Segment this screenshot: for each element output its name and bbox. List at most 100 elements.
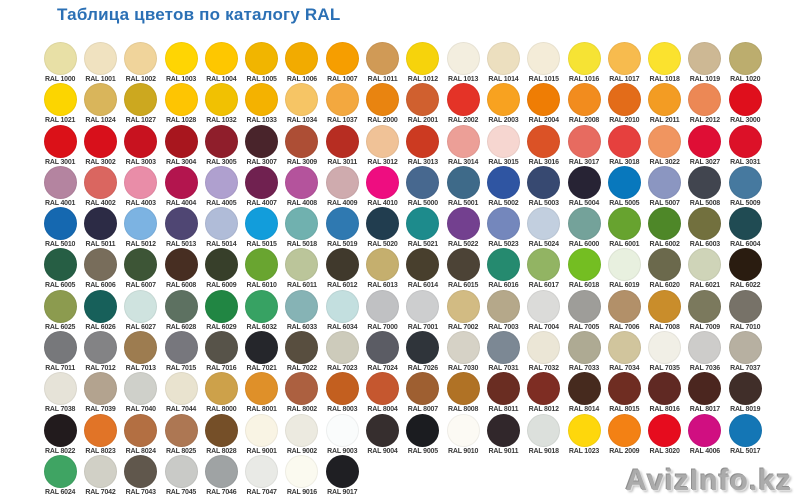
ral-code-label: RAL 3012 <box>367 158 398 166</box>
ral-swatch-ral-8014: RAL 8014 <box>564 372 604 413</box>
color-circle <box>366 248 400 282</box>
ral-swatch-ral-1023: RAL 1023 <box>564 413 604 455</box>
color-circle <box>124 165 158 199</box>
ral-code-label: RAL 6006 <box>85 282 116 290</box>
ral-code-label: RAL 7004 <box>528 323 559 331</box>
ral-swatch-ral-5002: RAL 5002 <box>483 165 523 207</box>
ral-swatch-ral-5000: RAL 5000 <box>403 165 443 207</box>
ral-swatch-ral-1000: RAL 1000 <box>40 42 80 83</box>
color-circle <box>325 413 359 447</box>
ral-code-label: RAL 1034 <box>286 117 318 125</box>
ral-code-label: RAL 7015 <box>165 365 197 373</box>
ral-swatch-ral-9018: RAL 9018 <box>524 413 564 455</box>
color-circle <box>567 165 601 199</box>
color-circle <box>486 413 520 447</box>
color-circle <box>83 42 117 75</box>
ral-swatch-ral-1006: RAL 1006 <box>282 42 322 83</box>
color-circle <box>164 248 198 282</box>
ral-code-label: RAL 6018 <box>568 282 600 290</box>
ral-swatch-ral-9016: RAL 9016 <box>282 454 322 496</box>
ral-code-label: RAL 7002 <box>448 323 479 331</box>
ral-code-label: RAL 9018 <box>528 447 559 455</box>
color-circle <box>446 248 480 282</box>
color-circle <box>567 331 601 365</box>
ral-swatch-ral-4010: RAL 4010 <box>362 165 402 207</box>
color-circle <box>728 413 762 447</box>
color-circle <box>688 83 722 117</box>
color-circle <box>728 372 762 406</box>
color-circle <box>688 124 722 158</box>
color-circle <box>648 372 682 406</box>
ral-code-label: RAL 3005 <box>206 158 237 166</box>
ral-code-label: RAL 4005 <box>206 199 237 207</box>
color-circle <box>648 207 682 241</box>
ral-swatch-ral-8003: RAL 8003 <box>322 372 362 413</box>
color-circle <box>648 413 682 447</box>
ral-code-label: RAL 2012 <box>689 117 720 125</box>
color-circle <box>245 372 279 406</box>
ral-code-label: RAL 6012 <box>327 282 358 290</box>
ral-code-label: RAL 1004 <box>206 76 237 83</box>
ral-swatch-ral-7000: RAL 7000 <box>362 289 402 331</box>
ral-code-label: RAL 5004 <box>568 199 600 207</box>
ral-code-label: RAL 6001 <box>609 241 640 249</box>
ral-swatch-ral-4004: RAL 4004 <box>161 165 201 207</box>
color-circle <box>688 248 722 282</box>
ral-swatch-ral-5007: RAL 5007 <box>644 165 684 207</box>
color-circle <box>567 413 601 447</box>
ral-code-label: RAL 6013 <box>367 282 398 290</box>
color-circle <box>527 372 561 406</box>
ral-code-label: RAL 2009 <box>609 447 640 455</box>
ral-code-label: RAL 8007 <box>407 406 438 414</box>
ral-swatch-ral-6009: RAL 6009 <box>201 248 241 289</box>
ral-code-label: RAL 8008 <box>448 406 479 414</box>
ral-swatch-ral-2000: RAL 2000 <box>362 83 402 124</box>
ral-swatch-ral-6020: RAL 6020 <box>644 248 684 289</box>
ral-swatch-ral-7005: RAL 7005 <box>564 289 604 331</box>
color-circle <box>728 331 762 365</box>
ral-swatch-ral-5021: RAL 5021 <box>403 207 443 248</box>
ral-code-label: RAL 6024 <box>45 488 76 496</box>
color-circle <box>446 165 480 199</box>
color-circle <box>728 289 762 323</box>
ral-row: RAL 6005 RAL 6006 RAL 6007 RAL 6008 RAL 6009… <box>40 248 765 289</box>
color-circle <box>486 124 520 158</box>
color-circle <box>245 454 279 488</box>
color-circle <box>245 42 279 75</box>
ral-code-label: RAL 7013 <box>125 365 156 373</box>
color-circle <box>245 165 279 199</box>
ral-code-label: RAL 9011 <box>488 447 519 455</box>
ral-swatch-ral-4007: RAL 4007 <box>241 165 281 207</box>
ral-swatch-ral-6027: RAL 6027 <box>121 289 161 331</box>
ral-code-label: RAL 3016 <box>528 158 559 166</box>
ral-swatch-ral-1013: RAL 1013 <box>443 42 483 83</box>
color-circle <box>366 207 400 241</box>
ral-swatch-ral-7040: RAL 7040 <box>121 372 161 413</box>
ral-swatch-ral-3031: RAL 3031 <box>725 124 765 166</box>
ral-swatch-ral-5009: RAL 5009 <box>725 165 765 207</box>
ral-code-label: RAL 5007 <box>649 199 680 207</box>
color-circle <box>43 372 77 406</box>
color-circle <box>527 413 561 447</box>
color-circle <box>245 413 279 447</box>
color-circle <box>648 289 682 323</box>
color-circle <box>688 42 722 75</box>
color-circle <box>567 248 601 282</box>
ral-swatch-ral-6021: RAL 6021 <box>685 248 725 289</box>
color-circle <box>567 42 601 75</box>
ral-swatch-ral-5012: RAL 5012 <box>121 207 161 248</box>
ral-code-label: RAL 1020 <box>730 76 761 83</box>
ral-swatch-ral-1016: RAL 1016 <box>564 42 604 83</box>
ral-code-label: RAL 7005 <box>568 323 600 331</box>
ral-code-label: RAL 2011 <box>649 117 680 125</box>
ral-code-label: RAL 1013 <box>448 76 479 83</box>
ral-code-label: RAL 3031 <box>730 158 761 166</box>
color-circle <box>285 42 319 75</box>
color-circle <box>204 289 238 323</box>
ral-swatch-ral-7036: RAL 7036 <box>685 331 725 372</box>
ral-swatch-ral-1005: RAL 1005 <box>241 42 281 83</box>
ral-code-label: RAL 3018 <box>609 158 640 166</box>
ral-code-label: RAL 7016 <box>206 365 237 373</box>
color-circle <box>567 289 601 323</box>
color-circle <box>648 331 682 365</box>
